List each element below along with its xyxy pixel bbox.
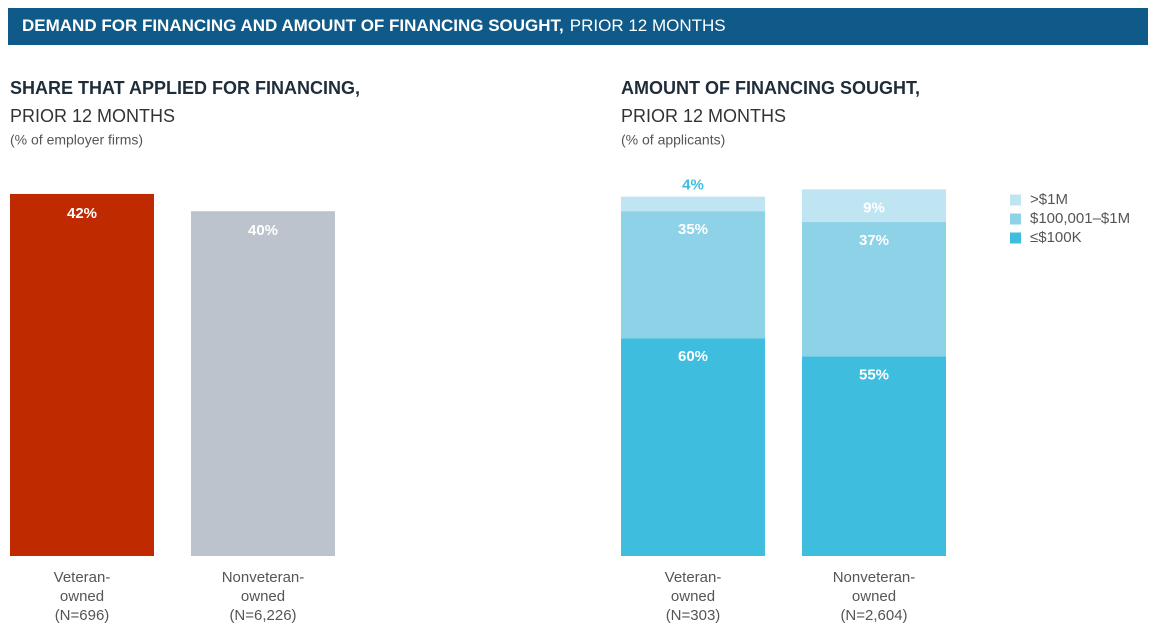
category-label: Nonveteran- <box>222 569 305 586</box>
value-label: 42% <box>67 205 97 222</box>
category-label: owned <box>671 588 715 605</box>
bar-segment <box>802 222 946 357</box>
bar-segment <box>802 189 946 223</box>
category-label: (N=303) <box>666 607 721 624</box>
chart-note: (% of employer firms) <box>10 132 143 148</box>
bar-segment <box>621 196 765 212</box>
legend-label: >$1M <box>1030 191 1068 208</box>
header-title-bold: DEMAND FOR FINANCING AND AMOUNT OF FINAN… <box>22 16 564 35</box>
value-label: 55% <box>859 366 889 383</box>
category-label: owned <box>852 588 896 605</box>
category-label: (N=696) <box>55 607 110 624</box>
value-label: 37% <box>859 232 889 249</box>
category-label: (N=2,604) <box>840 607 907 624</box>
header-title-rest: PRIOR 12 MONTHS <box>570 16 726 35</box>
header-title: DEMAND FOR FINANCING AND AMOUNT OF FINAN… <box>22 16 726 35</box>
legend-label: ≤$100K <box>1030 229 1082 246</box>
chart-note: (% of applicants) <box>621 132 725 148</box>
value-label: 60% <box>678 348 708 365</box>
category-label: Veteran- <box>54 569 111 586</box>
value-label: 35% <box>678 221 708 238</box>
bar-segment <box>802 356 946 556</box>
chart-title: SHARE THAT APPLIED FOR FINANCING, <box>10 78 360 98</box>
header-bar <box>8 8 1148 45</box>
legend-label: $100,001–$1M <box>1030 210 1130 227</box>
value-label: 4% <box>682 177 704 194</box>
bar-segment <box>621 211 765 339</box>
chart-title: AMOUNT OF FINANCING SOUGHT, <box>621 78 920 98</box>
bar <box>10 193 154 556</box>
legend-swatch <box>1010 232 1021 244</box>
category-label: owned <box>60 588 104 605</box>
legend-swatch <box>1010 213 1021 225</box>
chart-subtitle: PRIOR 12 MONTHS <box>621 106 786 126</box>
chart-subtitle: PRIOR 12 MONTHS <box>10 106 175 126</box>
value-label: 9% <box>863 199 885 216</box>
bar-segment <box>621 338 765 556</box>
legend-swatch <box>1010 194 1021 206</box>
category-label: Veteran- <box>665 569 722 586</box>
category-label: (N=6,226) <box>229 607 296 624</box>
value-label: 40% <box>248 222 278 239</box>
bar <box>191 211 335 556</box>
category-label: Nonveteran- <box>833 569 916 586</box>
category-label: owned <box>241 588 285 605</box>
